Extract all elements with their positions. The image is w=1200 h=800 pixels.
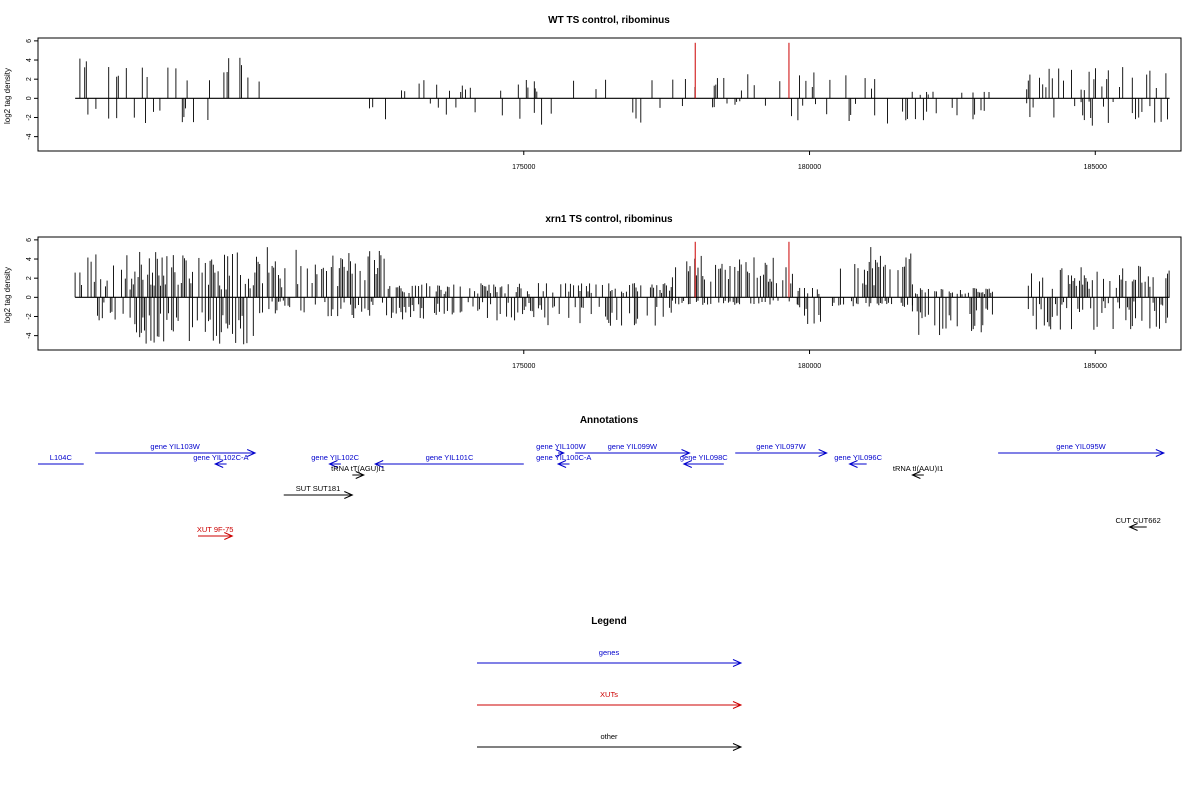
arrow-head	[681, 449, 691, 457]
density-bars	[79, 57, 1168, 126]
feature-label: gene YIL101C	[426, 453, 474, 462]
annotation-feature: gene YIL102C-A	[193, 453, 249, 468]
arrow-head	[682, 460, 692, 468]
annotation-feature: gene YIL102C	[311, 453, 360, 468]
feature-label: gene YIL098C	[680, 453, 728, 462]
x-tick-label: 175000	[512, 164, 535, 171]
y-tick-label: 4	[26, 257, 33, 261]
arrow-head	[911, 471, 921, 479]
arrow-head	[328, 460, 338, 468]
arrow-head	[556, 460, 567, 468]
arrow-head	[818, 449, 828, 457]
wt-density-panel: WT TS control, ribominus log2 tag densit…	[3, 15, 1182, 171]
x-tick-label: 185000	[1084, 164, 1107, 171]
annotation-feature: gene YIL098C	[680, 453, 728, 468]
y-tick-label: 0	[26, 295, 33, 299]
legend-item: other	[477, 732, 743, 751]
legend-item: XUTs	[477, 690, 743, 709]
annotation-feature: gene YIL101C	[373, 453, 524, 468]
y-tick-label: 6	[26, 39, 33, 43]
annotations-track: Annotations L104C gene YIL103W gene YIL102…	[38, 415, 1166, 540]
y-tick-label: -4	[26, 133, 33, 139]
arrow-head	[246, 449, 257, 457]
feature-label: gene YIL102C-A	[193, 453, 248, 462]
arrow-head	[848, 460, 858, 468]
legend-arrow-head	[732, 659, 743, 667]
legend-arrow-head	[732, 701, 743, 709]
arrow-head	[355, 471, 366, 479]
legend-label: other	[600, 732, 618, 741]
annotation-feature: gene YIL100W	[536, 442, 587, 457]
feature-label: gene YIL095W	[1056, 442, 1106, 451]
feature-label: CUT CUT662	[1115, 516, 1160, 525]
legend-label: XUTs	[600, 690, 618, 699]
annotation-feature: gene YIL097W	[735, 442, 828, 457]
x-tick-label: 180000	[798, 164, 821, 171]
wt-y-axis-label: log2 tag density	[3, 68, 12, 124]
feature-label: gene YIL099W	[608, 442, 658, 451]
y-tick-label: -2	[26, 114, 33, 120]
arrow-head	[1155, 449, 1166, 457]
arrow-head	[224, 532, 234, 540]
density-bars	[74, 247, 1170, 345]
annotation-feature: CUT CUT662	[1115, 516, 1161, 531]
annotation-feature: gene YIL103W	[95, 442, 257, 457]
plot-frame	[37, 236, 1182, 351]
legend: Legend genes XUTs other	[477, 616, 743, 751]
legend-arrow-head	[732, 743, 743, 751]
wt-panel-title: WT TS control, ribominus	[548, 15, 670, 26]
xrn1-panel-title: xrn1 TS control, ribominus	[545, 214, 673, 225]
arrow-head	[373, 460, 384, 468]
feature-label: SUT SUT181	[296, 484, 340, 493]
feature-label: gene YIL102C	[311, 453, 359, 462]
legend-title: Legend	[591, 616, 627, 627]
arrow-head	[213, 460, 224, 468]
y-tick-label: 2	[26, 276, 33, 280]
feature-label: L104C	[50, 453, 73, 462]
annotation-feature: gene YIL099W	[575, 442, 691, 457]
annotation-feature: L104C	[38, 453, 84, 465]
x-tick-label: 180000	[798, 363, 821, 370]
xrn1-y-axis-label: log2 tag density	[3, 267, 12, 323]
y-tick-label: 0	[26, 96, 33, 100]
feature-label: tRNA tT(AGU)I1	[331, 464, 385, 473]
xrn1-density-panel: xrn1 TS control, ribominus log2 tag dens…	[3, 214, 1182, 370]
annotations-title: Annotations	[580, 415, 639, 426]
annotation-feature: tRNA tI(AAU)I1	[893, 464, 943, 479]
annotation-feature: tRNA tT(AGU)I1	[331, 464, 385, 479]
legend-label: genes	[599, 648, 620, 657]
legend-item: genes	[477, 648, 743, 667]
x-tick-label: 185000	[1084, 363, 1107, 370]
feature-label: gene YIL097W	[756, 442, 806, 451]
y-tick-label: 6	[26, 238, 33, 242]
y-tick-label: 4	[26, 58, 33, 62]
annotation-feature: gene YIL100C-A	[536, 453, 591, 468]
feature-label: gene YIL096C	[834, 453, 882, 462]
y-tick-label: 2	[26, 77, 33, 81]
annotation-feature: gene YIL095W	[998, 442, 1166, 457]
annotation-feature: gene YIL096C	[834, 453, 883, 468]
x-tick-label: 175000	[512, 363, 535, 370]
arrow-head	[1128, 523, 1138, 531]
annotation-feature: SUT SUT181	[283, 484, 354, 499]
feature-label: gene YIL103W	[150, 442, 200, 451]
y-tick-label: -4	[26, 332, 33, 338]
feature-label: XUT 9F-75	[197, 525, 234, 534]
feature-label: gene YIL100W	[536, 442, 586, 451]
arrow-head	[555, 449, 566, 457]
arrow-head	[344, 491, 354, 499]
feature-label: gene YIL100C-A	[536, 453, 591, 462]
annotation-feature: XUT 9F-75	[197, 525, 234, 540]
y-tick-label: -2	[26, 313, 33, 319]
feature-label: tRNA tI(AAU)I1	[893, 464, 943, 473]
